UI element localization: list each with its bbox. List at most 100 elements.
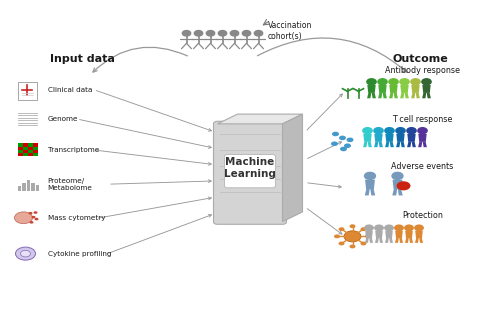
- Polygon shape: [412, 85, 420, 93]
- Polygon shape: [396, 142, 400, 147]
- FancyArrowPatch shape: [96, 150, 211, 165]
- Bar: [18, 153, 22, 156]
- Polygon shape: [375, 231, 383, 238]
- Polygon shape: [394, 93, 398, 98]
- Circle shape: [344, 231, 361, 242]
- FancyArrowPatch shape: [108, 215, 212, 253]
- Polygon shape: [378, 93, 382, 98]
- Bar: [22, 183, 26, 191]
- Bar: [32, 150, 38, 153]
- Text: Input data: Input data: [50, 54, 115, 64]
- Polygon shape: [405, 238, 409, 243]
- Bar: [36, 185, 39, 191]
- Circle shape: [350, 244, 356, 248]
- Polygon shape: [365, 231, 373, 238]
- Polygon shape: [363, 142, 368, 147]
- Polygon shape: [411, 93, 416, 98]
- Polygon shape: [378, 142, 383, 147]
- Polygon shape: [385, 231, 393, 238]
- Polygon shape: [392, 180, 402, 189]
- Circle shape: [254, 31, 262, 36]
- Polygon shape: [419, 238, 423, 243]
- Circle shape: [418, 128, 427, 134]
- Polygon shape: [405, 231, 413, 238]
- Polygon shape: [372, 93, 376, 98]
- Polygon shape: [365, 189, 370, 196]
- Circle shape: [20, 250, 30, 257]
- Text: Machine
Learning: Machine Learning: [224, 157, 276, 179]
- Circle shape: [32, 216, 36, 218]
- Text: Outcome: Outcome: [392, 54, 448, 64]
- Bar: [18, 147, 22, 150]
- Polygon shape: [375, 238, 379, 243]
- Circle shape: [360, 242, 366, 245]
- Bar: [31, 183, 34, 191]
- Polygon shape: [374, 142, 378, 147]
- Polygon shape: [385, 142, 390, 147]
- Circle shape: [385, 225, 393, 230]
- Polygon shape: [390, 142, 394, 147]
- Polygon shape: [395, 231, 403, 238]
- Circle shape: [242, 31, 250, 36]
- Circle shape: [392, 172, 403, 180]
- Circle shape: [30, 221, 34, 224]
- Polygon shape: [374, 134, 382, 142]
- Circle shape: [367, 79, 376, 85]
- Polygon shape: [400, 142, 405, 147]
- Circle shape: [334, 234, 340, 238]
- Circle shape: [340, 147, 347, 151]
- Circle shape: [182, 31, 190, 36]
- Polygon shape: [404, 93, 409, 98]
- Polygon shape: [399, 238, 403, 243]
- Text: Genome: Genome: [48, 116, 78, 122]
- Circle shape: [363, 128, 372, 134]
- Circle shape: [206, 31, 214, 36]
- Polygon shape: [408, 134, 416, 142]
- Polygon shape: [365, 180, 375, 189]
- Circle shape: [415, 225, 423, 230]
- Bar: [18, 186, 21, 191]
- Bar: [22, 153, 28, 156]
- Bar: [28, 143, 32, 147]
- Circle shape: [350, 224, 356, 228]
- Polygon shape: [282, 114, 302, 222]
- Circle shape: [378, 79, 387, 85]
- Polygon shape: [400, 85, 408, 93]
- Text: Mass cytometry: Mass cytometry: [48, 215, 105, 221]
- Polygon shape: [409, 238, 413, 243]
- FancyArrowPatch shape: [80, 120, 212, 148]
- Bar: [32, 153, 38, 156]
- Polygon shape: [218, 114, 302, 124]
- Circle shape: [331, 141, 338, 146]
- Polygon shape: [385, 238, 389, 243]
- Polygon shape: [415, 238, 419, 243]
- Polygon shape: [390, 85, 398, 93]
- Text: Vaccination
cohort(s): Vaccination cohort(s): [268, 21, 312, 41]
- Text: T cell response: T cell response: [392, 115, 452, 124]
- Circle shape: [346, 138, 354, 142]
- Polygon shape: [364, 134, 372, 142]
- Circle shape: [396, 128, 405, 134]
- Circle shape: [389, 79, 398, 85]
- Polygon shape: [389, 93, 394, 98]
- Bar: [22, 147, 28, 150]
- Polygon shape: [412, 142, 416, 147]
- Polygon shape: [367, 93, 372, 98]
- Circle shape: [332, 132, 339, 136]
- Circle shape: [34, 211, 38, 214]
- Bar: [18, 143, 22, 147]
- Circle shape: [218, 31, 226, 36]
- Bar: [32, 147, 38, 150]
- FancyBboxPatch shape: [18, 82, 36, 100]
- FancyArrowPatch shape: [93, 47, 188, 72]
- Polygon shape: [389, 238, 393, 243]
- FancyArrowPatch shape: [308, 142, 342, 158]
- Circle shape: [385, 128, 394, 134]
- FancyBboxPatch shape: [214, 121, 286, 224]
- Circle shape: [375, 225, 383, 230]
- Bar: [22, 143, 28, 147]
- Circle shape: [422, 79, 431, 85]
- FancyArrowPatch shape: [307, 94, 342, 130]
- Polygon shape: [426, 93, 431, 98]
- Polygon shape: [422, 85, 430, 93]
